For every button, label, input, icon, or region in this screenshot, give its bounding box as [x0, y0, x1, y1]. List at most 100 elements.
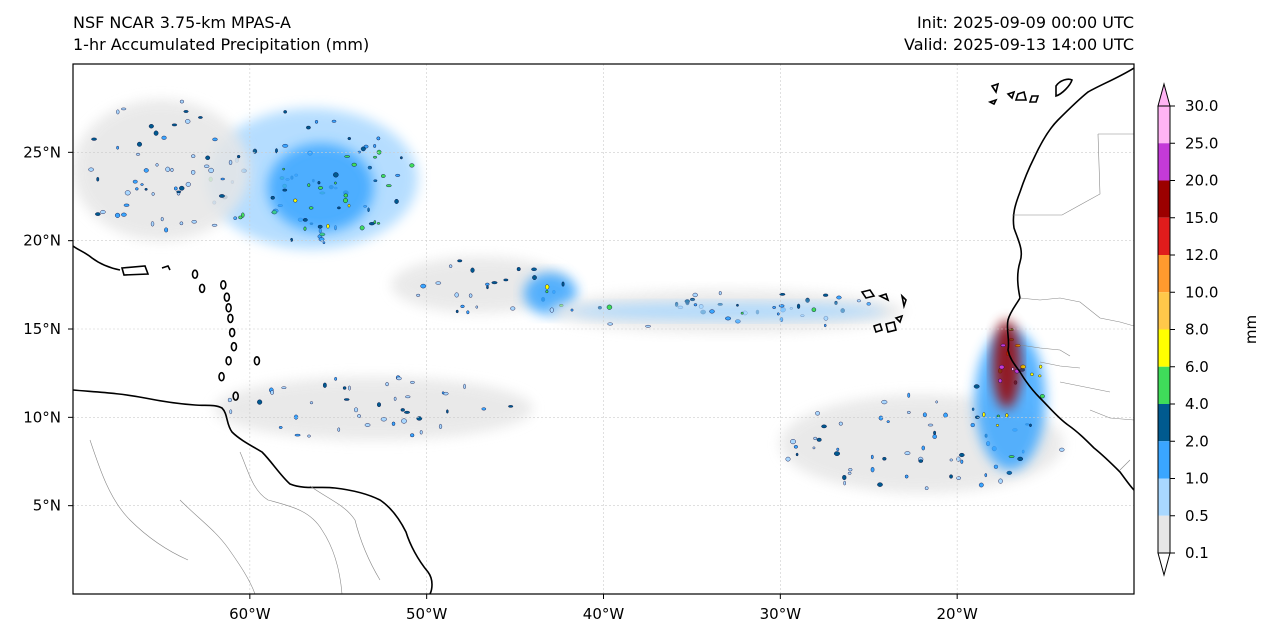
- precip-cell: [785, 456, 791, 462]
- colorbar-label: 8.0: [1185, 321, 1209, 339]
- precip-cell: [446, 409, 449, 414]
- precip-cell: [116, 145, 119, 150]
- precip-cell: [173, 186, 178, 191]
- precip-cell: [877, 482, 883, 487]
- precip-cell: [290, 237, 293, 242]
- precip-cell: [978, 482, 984, 488]
- precip-cell: [813, 436, 818, 440]
- precip-cell: [1000, 343, 1006, 347]
- precip-cell: [380, 417, 387, 422]
- colorbar-swatch: [1158, 143, 1170, 181]
- precip-area-itcz-west: [214, 376, 533, 441]
- precip-cell: [317, 181, 321, 185]
- precip-cell: [229, 409, 233, 415]
- lon-tick-label: 30°W: [760, 605, 802, 623]
- precip-cell: [904, 451, 911, 456]
- precip-cell: [91, 137, 97, 141]
- puerto-rico-coast: [120, 265, 150, 276]
- precip-cell: [503, 278, 509, 282]
- precip-cell: [155, 163, 159, 167]
- precip-cell: [212, 137, 218, 142]
- precip-cell: [227, 397, 232, 403]
- colorbar-extend-min: [1157, 552, 1171, 577]
- precip-cell: [1011, 367, 1014, 371]
- precip-area-central-band-west: [391, 256, 569, 314]
- field-name: 1-hr Accumulated Precipitation (mm): [73, 35, 370, 54]
- precip-cell: [144, 188, 148, 191]
- precip-cell: [179, 185, 185, 191]
- virgin-islands: [161, 265, 171, 271]
- colorbar-unit-label: mm: [1242, 315, 1260, 344]
- precip-cell: [318, 186, 324, 190]
- precip-cell: [293, 198, 298, 203]
- precip-cell: [282, 167, 286, 171]
- precip-cell: [121, 212, 127, 217]
- colorbar-swatch: [1158, 292, 1170, 330]
- precip-cell: [191, 220, 197, 224]
- precip-cell: [959, 452, 965, 458]
- precip-cell: [176, 190, 182, 194]
- precip-cell: [318, 237, 325, 242]
- precip-cell: [823, 323, 827, 328]
- precip-cell: [410, 380, 415, 384]
- model-name: NSF NCAR 3.75-km MPAS-A: [73, 13, 291, 32]
- precip-cell: [393, 396, 397, 401]
- colorbar-label: 25.0: [1185, 134, 1218, 152]
- precip-cell: [470, 267, 475, 273]
- precip-cell: [866, 302, 871, 306]
- precip-cell: [508, 405, 514, 408]
- precip-cell: [337, 206, 341, 210]
- colorbar-label: 2.0: [1185, 432, 1209, 450]
- precip-cell: [816, 437, 822, 442]
- precip-cell: [233, 216, 238, 220]
- precip-cell: [725, 316, 732, 321]
- precip-cell: [337, 427, 341, 432]
- colorbar-label: 0.5: [1185, 507, 1209, 525]
- precip-cell: [116, 109, 120, 115]
- precip-cell: [373, 144, 377, 148]
- island: [232, 391, 239, 401]
- colorbar-swatch: [1158, 255, 1170, 293]
- precip-cell: [935, 400, 938, 404]
- precip-cell: [993, 464, 999, 469]
- precip-cell: [270, 390, 274, 395]
- colorbar-swatch: [1158, 441, 1170, 479]
- precip-cell: [486, 285, 489, 290]
- precip-cell: [1006, 470, 1013, 475]
- precip-cell: [343, 197, 348, 204]
- precip-cell: [208, 167, 214, 174]
- precip-cell: [367, 207, 370, 213]
- precip-cell: [376, 222, 381, 225]
- precip-cell: [848, 468, 853, 472]
- precip-cell: [921, 445, 925, 451]
- precip-cell: [381, 174, 386, 178]
- precip-cell: [736, 303, 739, 307]
- precip-cell: [684, 299, 690, 304]
- precip-cell: [870, 454, 874, 460]
- precip-cell: [164, 227, 169, 233]
- precip-cell: [171, 123, 178, 127]
- precip-cell: [460, 304, 465, 308]
- colorbar-swatch: [1158, 106, 1170, 144]
- precip-cell: [842, 475, 847, 480]
- precip-cell: [281, 386, 287, 389]
- precip-cell: [391, 421, 396, 426]
- precip-cell: [457, 259, 463, 263]
- precip-cell: [718, 291, 722, 296]
- colorbar-label: 10.0: [1185, 283, 1218, 301]
- precip-cell: [123, 203, 130, 207]
- precip-cell: [386, 184, 392, 188]
- precip-cell: [481, 407, 487, 411]
- title-right: Init: 2025-09-09 00:00 UTC Valid: 2025-0…: [904, 12, 1134, 56]
- precip-cell: [834, 300, 838, 305]
- colorbar-swatch: [1158, 366, 1170, 404]
- precip-cell: [692, 292, 698, 298]
- precip-cell: [323, 382, 327, 388]
- precip-cell: [689, 297, 696, 302]
- precip-cell: [606, 304, 613, 310]
- precip-cell: [949, 458, 953, 462]
- precip-cell: [970, 423, 975, 428]
- precip-cell: [343, 398, 350, 401]
- gridlines: [73, 64, 1134, 594]
- precip-cell: [960, 459, 964, 464]
